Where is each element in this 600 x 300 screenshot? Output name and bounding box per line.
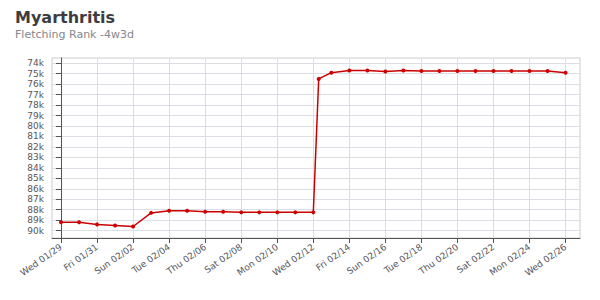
- svg-text:83k: 83k: [27, 152, 44, 162]
- svg-text:88k: 88k: [27, 205, 44, 215]
- svg-text:77k: 77k: [27, 90, 44, 100]
- svg-text:Wed 02/26: Wed 02/26: [523, 242, 569, 278]
- svg-text:78k: 78k: [27, 100, 44, 110]
- svg-text:Myarthritis: Myarthritis: [15, 8, 115, 27]
- svg-text:Sun 02/16: Sun 02/16: [345, 242, 389, 277]
- svg-text:Wed 01/29: Wed 01/29: [18, 242, 64, 278]
- svg-text:85k: 85k: [27, 173, 44, 183]
- svg-text:Tue 02/04: Tue 02/04: [130, 241, 172, 276]
- svg-text:79k: 79k: [27, 111, 44, 121]
- svg-text:Fri 01/31: Fri 01/31: [61, 241, 100, 273]
- svg-text:86k: 86k: [27, 184, 44, 194]
- svg-text:Mon 02/10: Mon 02/10: [235, 241, 281, 278]
- svg-text:81k: 81k: [27, 131, 44, 141]
- svg-text:76k: 76k: [27, 79, 44, 89]
- svg-text:Sat 02/22: Sat 02/22: [455, 241, 497, 276]
- svg-text:80k: 80k: [27, 121, 44, 131]
- svg-text:Thu 02/20: Thu 02/20: [416, 242, 460, 277]
- svg-text:74k: 74k: [27, 58, 44, 68]
- svg-text:Thu 02/06: Thu 02/06: [164, 242, 208, 277]
- svg-text:Wed 02/12: Wed 02/12: [271, 242, 316, 278]
- svg-text:90k: 90k: [27, 226, 44, 236]
- svg-text:Sun 02/02: Sun 02/02: [93, 242, 136, 277]
- svg-text:Mon 02/24: Mon 02/24: [487, 241, 533, 278]
- svg-text:84k: 84k: [27, 163, 44, 173]
- svg-text:Sat 02/08: Sat 02/08: [202, 241, 245, 276]
- svg-text:89k: 89k: [27, 215, 44, 225]
- svg-text:Fri 02/14: Fri 02/14: [314, 241, 353, 273]
- svg-text:75k: 75k: [27, 69, 44, 79]
- svg-text:Fletching Rank -4w3d: Fletching Rank -4w3d: [15, 28, 134, 41]
- svg-text:87k: 87k: [27, 194, 44, 204]
- svg-text:Tue 02/18: Tue 02/18: [382, 241, 425, 276]
- svg-text:82k: 82k: [27, 142, 44, 152]
